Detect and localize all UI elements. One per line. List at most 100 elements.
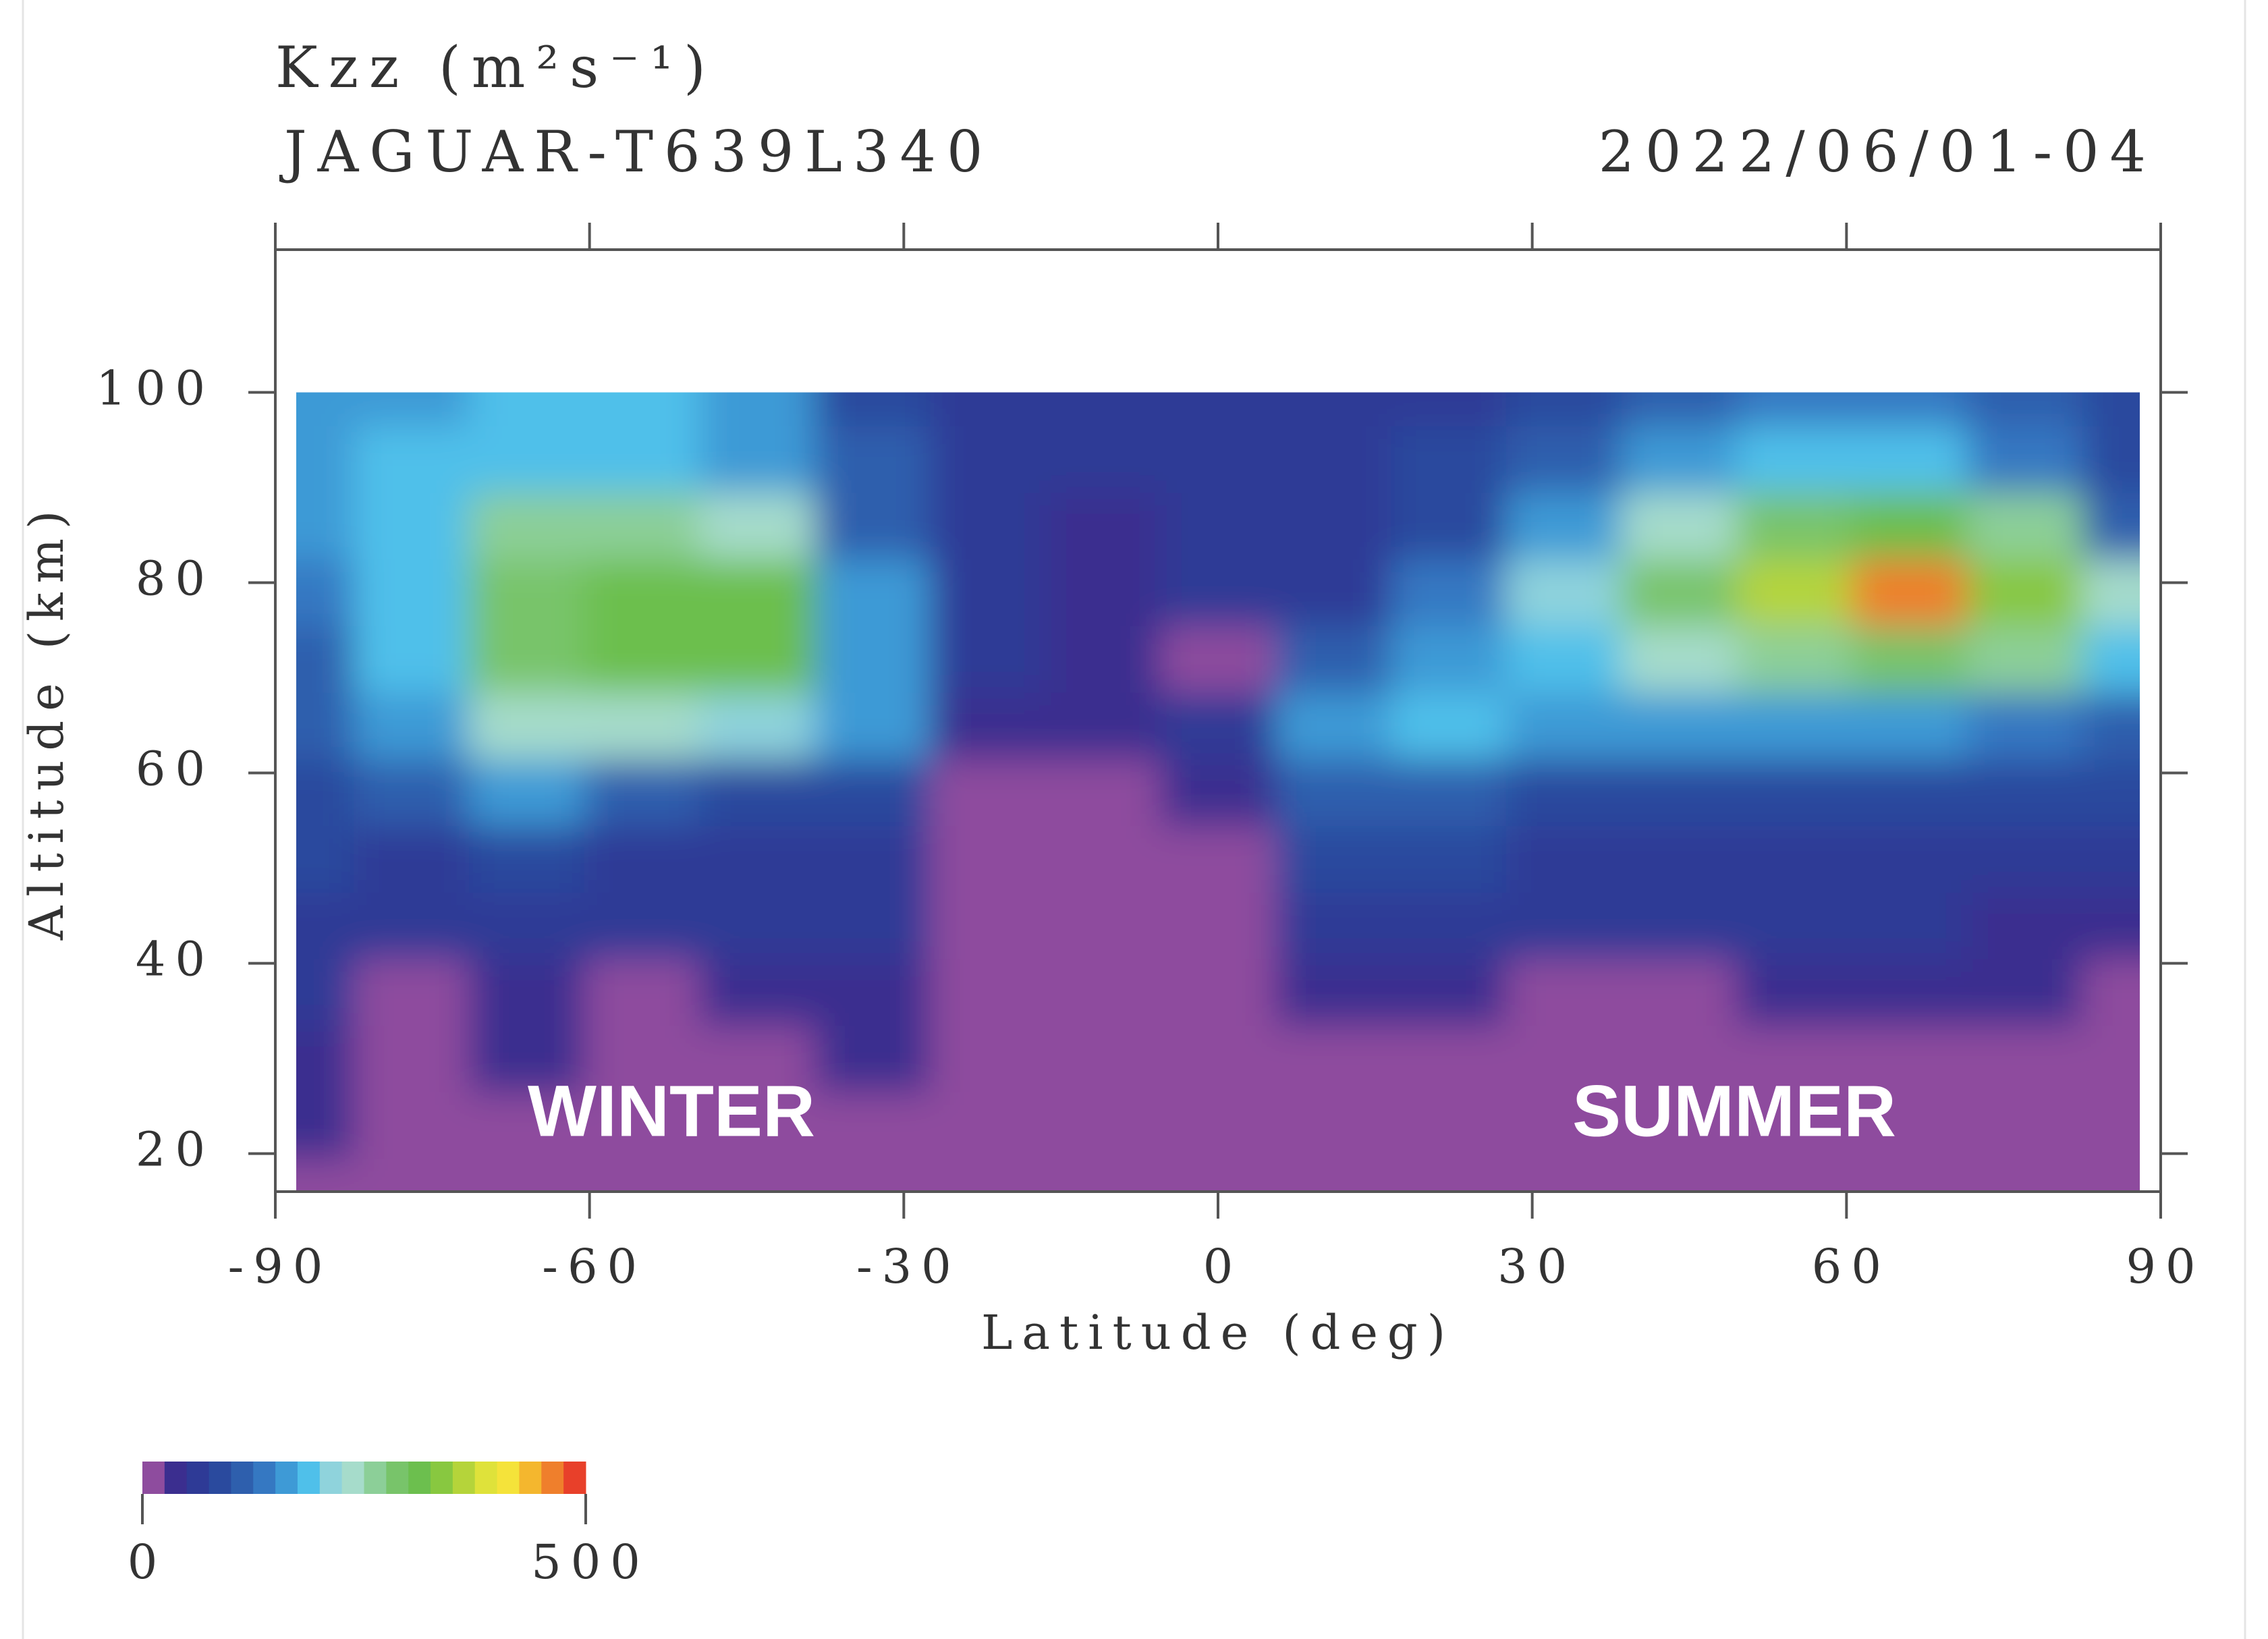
colorbar-swatch (474, 1462, 498, 1494)
contour-cell (930, 1025, 1046, 1092)
contour-cell (1621, 492, 1738, 560)
contour-cell (1275, 692, 1392, 760)
contour-cell (1045, 958, 1161, 1026)
contour-cell (584, 625, 700, 693)
x-tick-label: -30 (856, 1239, 961, 1294)
colorbar-tick-label: 500 (531, 1534, 650, 1590)
contour-cell (1391, 425, 1507, 493)
x-tick-label: 60 (1812, 1239, 1891, 1294)
colorbar-swatch (431, 1462, 453, 1494)
overlay: -90 -60 -30 0 30 60 90 20 40 60 80 100 WINTER SUMMER 0… (96, 223, 2196, 1590)
contour-cell (1505, 1158, 1622, 1192)
contour-cell (469, 825, 585, 893)
contour-cell (1852, 492, 1968, 560)
contour-cell (1275, 1158, 1392, 1192)
contour-cell (1736, 1091, 1853, 1159)
contour-cell (1505, 625, 1622, 693)
contour-cell (1852, 825, 1968, 893)
contour-cell (930, 1091, 1046, 1159)
contour-cell (1045, 825, 1161, 893)
contour-cell (1275, 958, 1392, 1026)
contour-cell (1160, 1158, 1277, 1192)
contour-cell (1736, 625, 1853, 693)
contour-cell (1045, 1091, 1161, 1159)
contour-cell (2082, 758, 2140, 827)
contour-cell (1275, 559, 1392, 626)
contour-cell (814, 1091, 931, 1159)
contour-cell (584, 559, 700, 626)
contour-cell (1505, 692, 1622, 760)
contour-cell (1160, 1091, 1277, 1159)
contour-cell (584, 392, 700, 426)
contour-cell (296, 891, 355, 960)
contour-cell (584, 425, 700, 493)
x-tick-label: 0 (1203, 1239, 1243, 1294)
contour-cell (814, 758, 931, 827)
annotation: WINTER (528, 1070, 815, 1152)
contour-cell (354, 758, 470, 827)
contour-cell (1391, 825, 1507, 893)
contour-cell (1852, 1158, 1968, 1192)
contour-cell (1852, 1091, 1968, 1159)
contour-cell (2082, 825, 2140, 893)
contour-cell (930, 625, 1046, 693)
contour-cell (1852, 891, 1968, 960)
contour-cell (1391, 758, 1507, 827)
contour-cell (930, 1158, 1046, 1192)
contour-cell (1045, 1158, 1161, 1192)
contour-cell (469, 958, 585, 1026)
contour-cell (930, 692, 1046, 760)
contour-cell (2082, 1025, 2140, 1092)
contour-cell (1045, 559, 1161, 626)
contour-cell (469, 392, 585, 426)
contour-cell (1275, 825, 1392, 893)
contour-cell (354, 1158, 470, 1192)
contour-cell (1275, 891, 1392, 960)
contour-cell (354, 625, 470, 693)
contour-cell (584, 692, 700, 760)
contour-cell (2082, 392, 2140, 426)
contour-cell (1391, 1025, 1507, 1092)
contour-cell (1621, 825, 1738, 893)
contour-cell (1275, 1091, 1392, 1159)
contour-cell (1045, 1025, 1161, 1092)
contour-cell (1045, 492, 1161, 560)
colorbar-swatch (563, 1462, 586, 1494)
contour-cell (814, 958, 931, 1026)
contour-cell (1391, 692, 1507, 760)
contour-cell (1275, 1025, 1392, 1092)
contour-cell (699, 425, 816, 493)
contour-cell (2082, 958, 2140, 1026)
contour-cell (1391, 392, 1507, 426)
contour-cell (814, 692, 931, 760)
contour-cell (296, 625, 355, 693)
contour-cell (469, 758, 585, 827)
contour-cell (1966, 825, 2083, 893)
colorbar-swatch (341, 1462, 364, 1494)
contour-cell (1621, 425, 1738, 493)
contour-cell (354, 425, 470, 493)
contour-cell (814, 559, 931, 626)
contour-cell (1736, 758, 1853, 827)
contour-cell (814, 392, 931, 426)
contour-cell (1045, 758, 1161, 827)
date-label: 2022/06/01-04 (1599, 119, 2157, 185)
colorbar-swatch (497, 1462, 520, 1494)
contour-cell (699, 1025, 816, 1092)
chart-title: Kzz (m²s⁻¹) (275, 34, 717, 101)
contour-cell (1966, 958, 2083, 1026)
contour-cell (1966, 758, 2083, 827)
contour-cell (1160, 891, 1277, 960)
y-axis-label: Altitude (km) (19, 501, 74, 941)
contour-cell (1391, 891, 1507, 960)
contour-cell (584, 825, 700, 893)
colorbar-swatch (541, 1462, 564, 1494)
contour-cell (584, 1091, 700, 1159)
contour-cell (1505, 392, 1622, 426)
contour-cell (1621, 392, 1738, 426)
contour-cell (469, 559, 585, 626)
contour-cell (1736, 559, 1853, 626)
contour-cell (354, 492, 470, 560)
contour-cell (296, 392, 355, 426)
contour-cell (296, 958, 355, 1026)
